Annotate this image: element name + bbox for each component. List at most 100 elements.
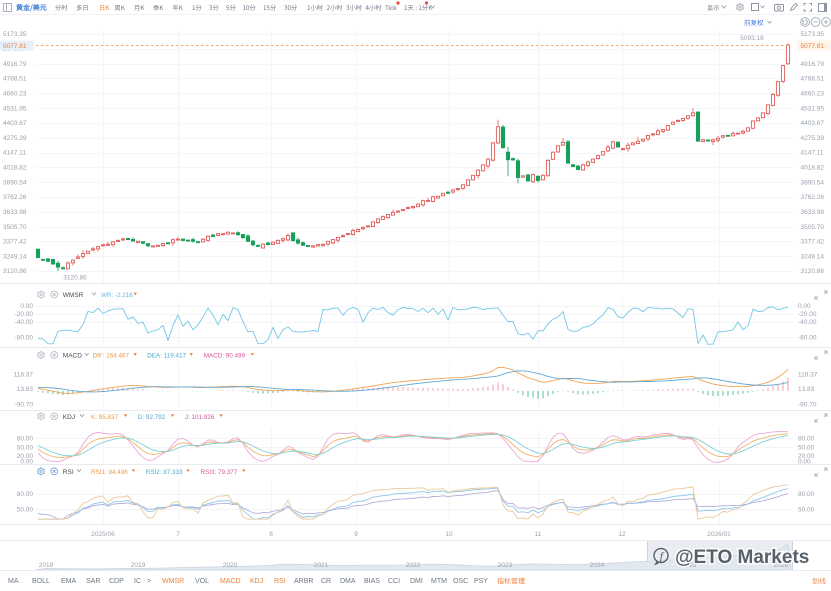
svg-text:3762.26: 3762.26 xyxy=(3,194,27,201)
svg-text:3377.42: 3377.42 xyxy=(801,239,825,246)
svg-text:DMI: DMI xyxy=(410,578,423,585)
svg-text:BIAS: BIAS xyxy=(364,578,380,585)
svg-text:50.00: 50.00 xyxy=(17,506,34,513)
svg-text:-40.00: -40.00 xyxy=(15,319,34,326)
svg-text:5173.35: 5173.35 xyxy=(3,31,27,38)
svg-text:3890.54: 3890.54 xyxy=(801,179,825,186)
svg-text:RSI1: 94.496: RSI1: 94.496 xyxy=(91,469,128,476)
svg-text:2026/01: 2026/01 xyxy=(707,531,731,538)
svg-text:2020: 2020 xyxy=(223,562,238,569)
svg-text:3505.70: 3505.70 xyxy=(3,224,27,231)
svg-text:2025/06: 2025/06 xyxy=(91,531,115,538)
svg-text:DEA: 119.417: DEA: 119.417 xyxy=(147,353,186,360)
svg-text:-80.00: -80.00 xyxy=(798,334,817,341)
svg-text:RSI3: 79.377: RSI3: 79.377 xyxy=(201,469,238,476)
svg-text:WR: -2.216: WR: -2.216 xyxy=(101,292,133,299)
svg-text:4147.11: 4147.11 xyxy=(801,150,824,157)
svg-text:20.00: 20.00 xyxy=(17,453,34,460)
svg-text:80.00: 80.00 xyxy=(798,491,815,498)
svg-text:9: 9 xyxy=(354,531,358,538)
svg-text:2018: 2018 xyxy=(39,562,54,569)
svg-text:4275.39: 4275.39 xyxy=(801,135,825,142)
svg-text:4147.11: 4147.11 xyxy=(3,150,26,157)
svg-text:4916.79: 4916.79 xyxy=(801,61,825,68)
svg-text:@ETO Markets: @ETO Markets xyxy=(675,547,809,568)
svg-text:10: 10 xyxy=(445,531,453,538)
svg-text:KDJ: KDJ xyxy=(250,578,263,585)
svg-text:5077.81: 5077.81 xyxy=(801,43,825,50)
svg-text:SAR: SAR xyxy=(86,578,100,585)
svg-text:RSI: RSI xyxy=(63,469,74,476)
svg-text:>: > xyxy=(147,578,151,585)
svg-text:3249.14: 3249.14 xyxy=(801,253,825,260)
svg-text:4531.95: 4531.95 xyxy=(3,105,27,112)
svg-text:3120.86: 3120.86 xyxy=(801,268,825,275)
svg-text:2022: 2022 xyxy=(406,562,421,569)
svg-text:3120.86: 3120.86 xyxy=(3,268,27,275)
svg-text:-90.70: -90.70 xyxy=(15,402,34,409)
svg-text:RSI: RSI xyxy=(274,578,286,585)
svg-text:EMA: EMA xyxy=(61,578,77,585)
svg-text:3505.70: 3505.70 xyxy=(801,224,825,231)
svg-text:MTM: MTM xyxy=(431,578,447,585)
svg-text:4018.82: 4018.82 xyxy=(3,165,27,172)
svg-text:WMSR: WMSR xyxy=(162,578,184,585)
svg-text:7: 7 xyxy=(176,531,180,538)
svg-text:4916.79: 4916.79 xyxy=(3,61,27,68)
svg-text:3762.26: 3762.26 xyxy=(801,194,825,201)
svg-text:CDP: CDP xyxy=(109,578,124,585)
svg-text:5093.18: 5093.18 xyxy=(740,35,764,42)
svg-text:2024: 2024 xyxy=(590,562,605,569)
svg-text:4660.23: 4660.23 xyxy=(3,90,27,97)
svg-text:12: 12 xyxy=(618,531,626,538)
svg-text:2025: 2025 xyxy=(682,562,697,569)
svg-text:IC: IC xyxy=(134,578,141,585)
svg-text:0.00: 0.00 xyxy=(798,459,811,466)
svg-text:50.00: 50.00 xyxy=(798,506,815,513)
svg-text:3633.98: 3633.98 xyxy=(801,209,825,216)
svg-text:-20.00: -20.00 xyxy=(15,311,34,318)
svg-text:13.83: 13.83 xyxy=(798,386,815,393)
svg-text:4660.23: 4660.23 xyxy=(801,90,825,97)
svg-text:MACD: 90.499: MACD: 90.499 xyxy=(204,353,246,360)
svg-text:OSC: OSC xyxy=(453,578,468,585)
svg-text:RSI2: 87.333: RSI2: 87.333 xyxy=(146,469,183,476)
svg-text:5077.81: 5077.81 xyxy=(3,43,27,50)
svg-text:2019: 2019 xyxy=(131,562,146,569)
svg-text:118.37: 118.37 xyxy=(14,372,34,379)
svg-text:Tick: Tick xyxy=(385,5,397,12)
svg-text:8: 8 xyxy=(269,531,273,538)
svg-text:-20.00: -20.00 xyxy=(798,311,817,318)
svg-text:WMSR: WMSR xyxy=(63,292,84,299)
svg-text:K: 95.837: K: 95.837 xyxy=(91,414,118,421)
svg-text:J: 101.926: J: 101.926 xyxy=(185,414,215,421)
svg-text:4275.39: 4275.39 xyxy=(3,135,27,142)
svg-text:20.00: 20.00 xyxy=(798,453,815,460)
svg-text:13.83: 13.83 xyxy=(17,386,34,393)
svg-text:-80.00: -80.00 xyxy=(15,334,34,341)
svg-text:80.00: 80.00 xyxy=(17,436,34,443)
svg-text:0.00: 0.00 xyxy=(798,303,811,310)
svg-text:MA: MA xyxy=(8,578,19,585)
svg-text:80.00: 80.00 xyxy=(798,436,815,443)
svg-text:4788.51: 4788.51 xyxy=(3,76,27,83)
svg-text:-90.70: -90.70 xyxy=(798,402,817,409)
svg-text:50.00: 50.00 xyxy=(17,445,34,452)
svg-text:PSY: PSY xyxy=(474,578,488,585)
svg-text:4403.67: 4403.67 xyxy=(801,120,825,127)
svg-text:5173.35: 5173.35 xyxy=(801,31,825,38)
svg-text:DMA: DMA xyxy=(340,578,356,585)
svg-text:118.37: 118.37 xyxy=(798,372,818,379)
svg-text:MACD: MACD xyxy=(63,353,82,360)
svg-text:3249.14: 3249.14 xyxy=(3,253,27,260)
svg-text:-40.00: -40.00 xyxy=(798,319,817,326)
svg-text:MACD: MACD xyxy=(220,578,241,585)
svg-text:2021: 2021 xyxy=(314,562,329,569)
svg-text:3633.98: 3633.98 xyxy=(3,209,27,216)
svg-text:@ETO Markets: @ETO Markets xyxy=(675,547,809,568)
svg-text:50.00: 50.00 xyxy=(798,445,815,452)
svg-text:ARBR: ARBR xyxy=(294,578,313,585)
svg-text:3890.54: 3890.54 xyxy=(3,179,27,186)
svg-text:80.00: 80.00 xyxy=(17,491,34,498)
svg-text:4018.82: 4018.82 xyxy=(801,165,825,172)
